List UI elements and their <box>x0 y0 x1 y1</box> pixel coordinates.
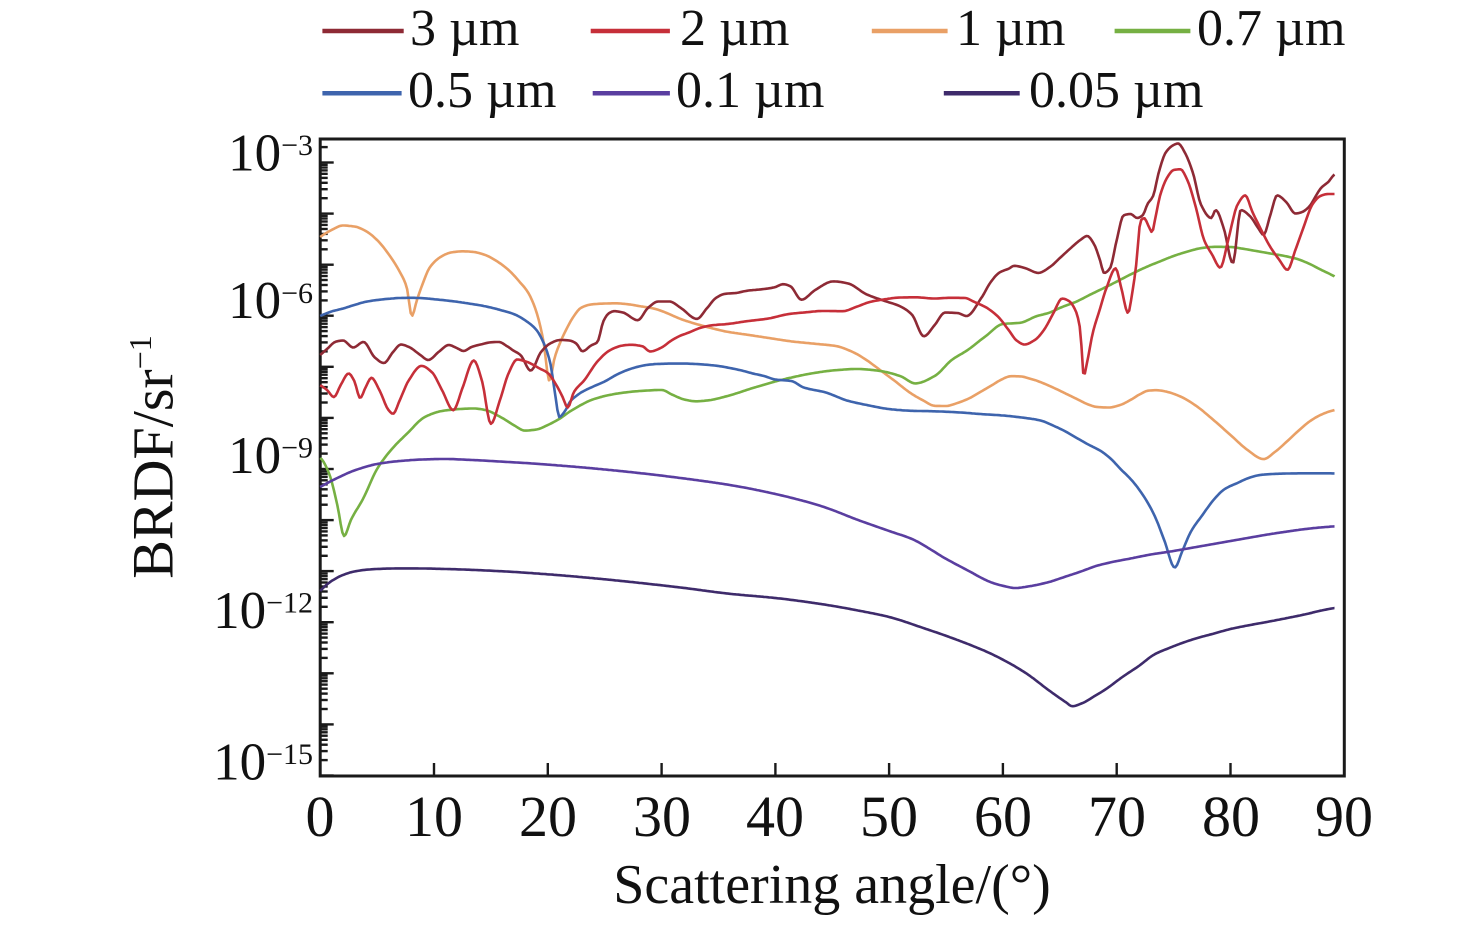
svg-text:0: 0 <box>306 784 335 849</box>
svg-text:3 µm: 3 µm <box>410 0 519 57</box>
svg-text:90: 90 <box>1315 784 1373 849</box>
svg-text:10: 10 <box>405 784 463 849</box>
svg-text:10−3: 10−3 <box>228 125 313 183</box>
svg-text:30: 30 <box>633 784 691 849</box>
svg-text:40: 40 <box>746 784 804 849</box>
svg-text:BRDF/sr−1: BRDF/sr−1 <box>121 335 186 579</box>
svg-text:1 µm: 1 µm <box>956 0 1065 57</box>
svg-text:70: 70 <box>1088 784 1146 849</box>
svg-text:0.05 µm: 0.05 µm <box>1029 62 1203 119</box>
svg-text:Scattering angle/(°): Scattering angle/(°) <box>613 854 1051 916</box>
svg-text:50: 50 <box>860 784 918 849</box>
svg-text:0.1 µm: 0.1 µm <box>676 62 824 119</box>
svg-text:0.5 µm: 0.5 µm <box>408 62 556 119</box>
svg-text:60: 60 <box>974 784 1032 849</box>
svg-text:80: 80 <box>1202 784 1260 849</box>
svg-text:0.7 µm: 0.7 µm <box>1197 0 1345 57</box>
svg-text:2 µm: 2 µm <box>680 0 789 57</box>
svg-text:20: 20 <box>519 784 577 849</box>
